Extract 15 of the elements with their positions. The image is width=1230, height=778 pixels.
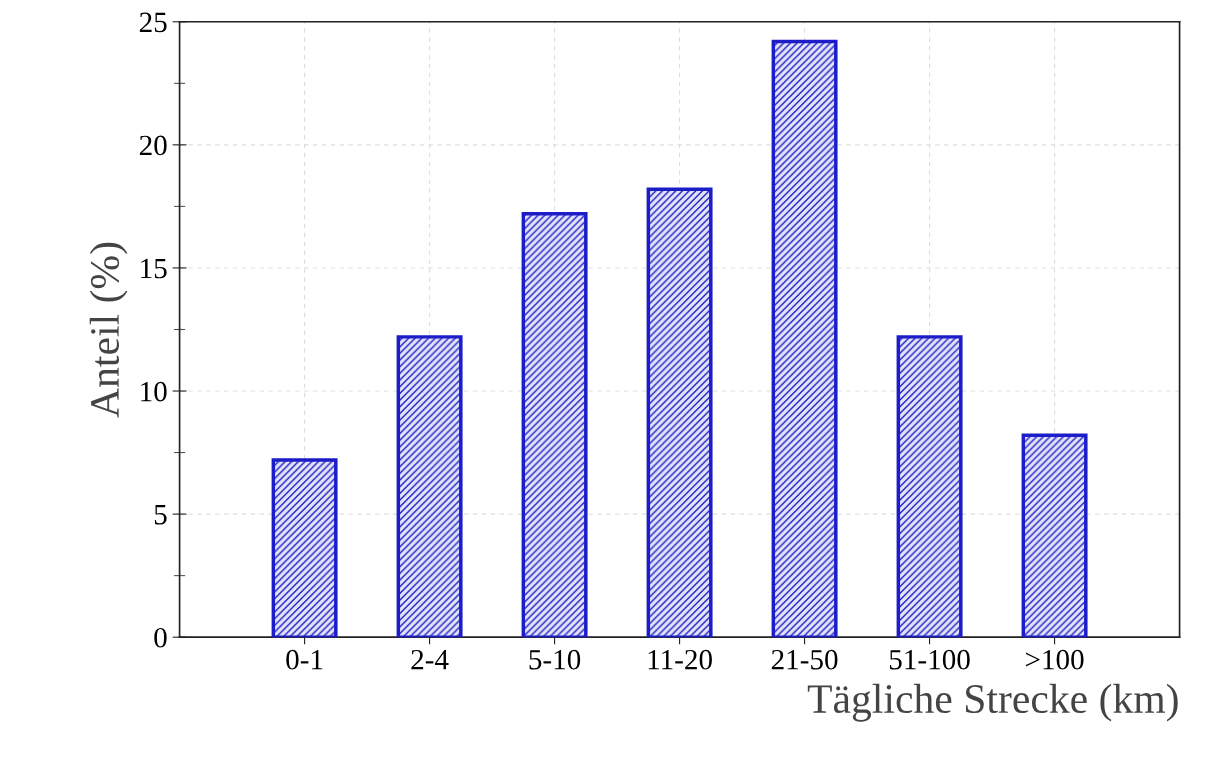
x-tick-label: 11-20	[648, 649, 712, 670]
x-tick-label: 51-100	[889, 649, 970, 670]
y-axis-title: Anteil (%)	[89, 242, 128, 418]
x-tick-label: 5-10	[529, 649, 581, 670]
y-tick-label: 20	[139, 135, 167, 156]
x-tick-label: 21-50	[771, 649, 838, 670]
x-tick-label: 0-1	[286, 649, 323, 670]
y-tick-label: 25	[139, 12, 167, 33]
y-tick-label: 15	[141, 258, 167, 279]
y-tick-label: 0	[154, 627, 167, 648]
x-tick-label: 2-4	[411, 649, 449, 670]
x-axis-title: Tägliche Strecke (km)	[807, 683, 1178, 722]
y-tick-label: 10	[141, 381, 167, 402]
x-tick-label: >100	[1025, 649, 1084, 670]
y-tick-label: 5	[154, 505, 167, 525]
